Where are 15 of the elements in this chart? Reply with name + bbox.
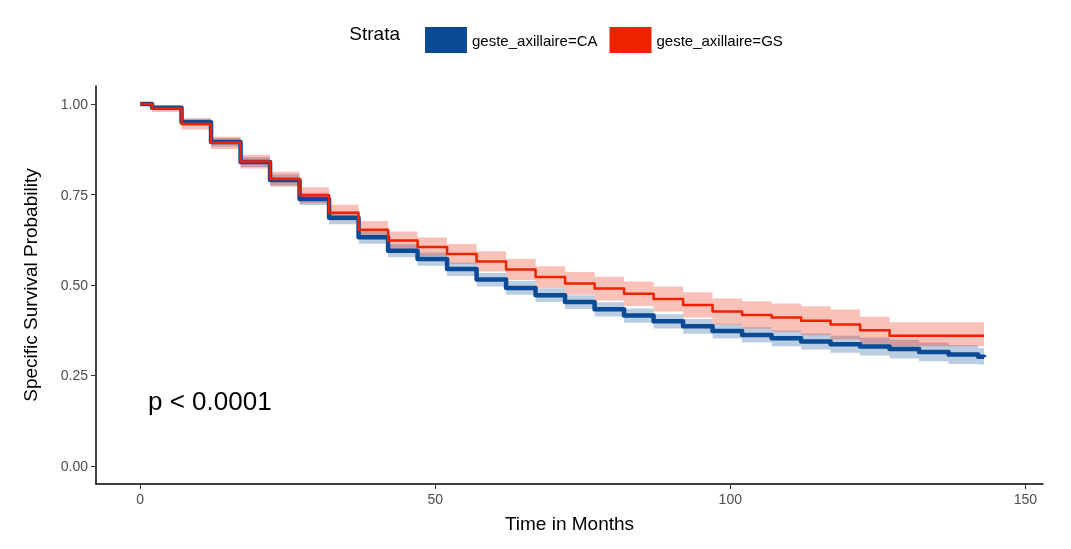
x-tick-label: 100	[718, 491, 743, 507]
legend-label: geste_axillaire=CA	[472, 31, 598, 49]
x-tick-label: 50	[427, 491, 444, 507]
annotation: p < 0.0001	[148, 386, 272, 416]
x-tick-label: 0	[136, 491, 145, 507]
y-axis-title: Specific Survival Probability	[20, 167, 41, 402]
y-tick-label: 0.50	[60, 277, 89, 293]
y-tick-label: 0.00	[60, 457, 89, 474]
legend-label: geste_axillaire=GS	[656, 31, 783, 49]
x-axis-title: Time in Months	[504, 513, 635, 534]
y-tick-label: 0.25	[60, 367, 89, 384]
legend-title: Strata	[349, 23, 401, 44]
y-tick-label: 1.00	[60, 96, 89, 113]
x-tick-label: 150	[1013, 491, 1038, 507]
y-tick-label: 0.75	[60, 186, 89, 203]
